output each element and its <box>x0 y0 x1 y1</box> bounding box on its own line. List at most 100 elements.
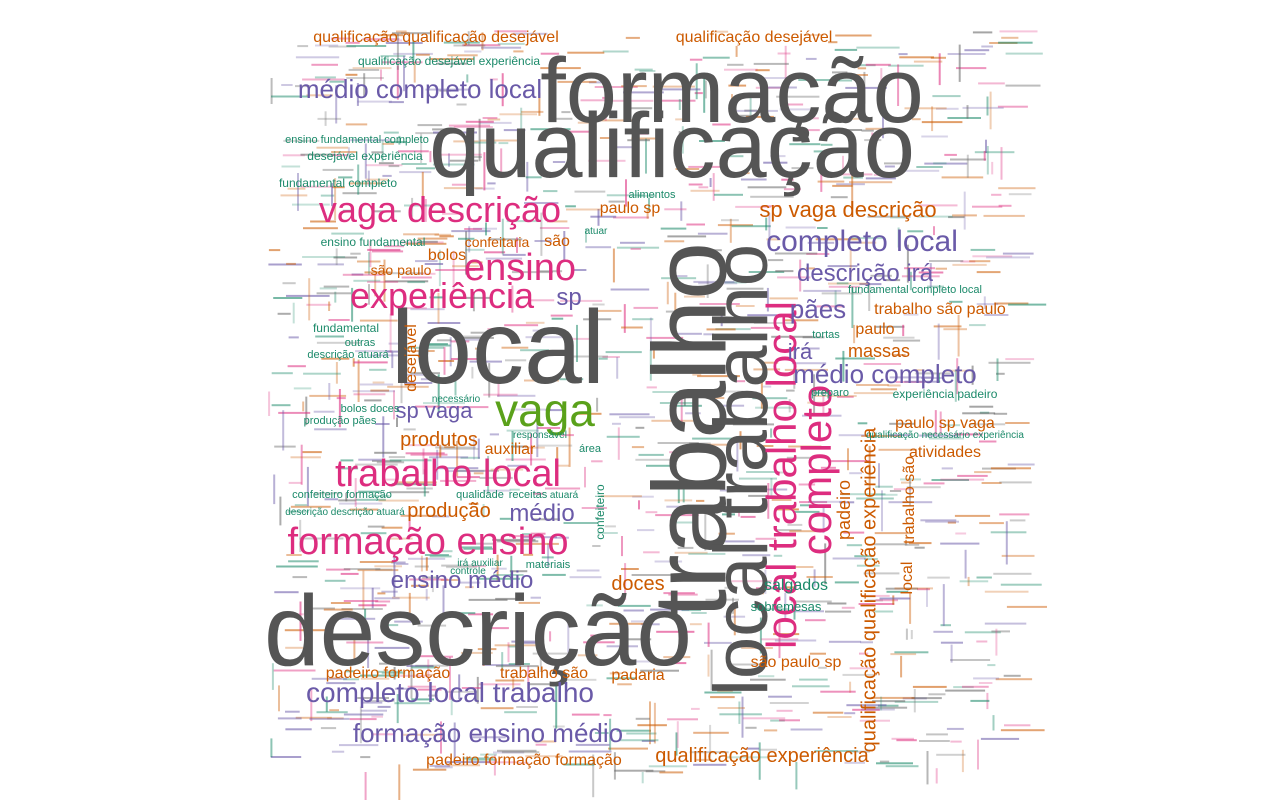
filler-mark <box>707 622 710 647</box>
filler-mark <box>790 600 832 603</box>
filler-mark <box>845 86 887 89</box>
filler-mark <box>357 359 360 402</box>
filler-mark <box>497 380 500 397</box>
filler-mark <box>832 71 848 74</box>
filler-mark <box>1003 674 1021 677</box>
filler-mark <box>621 85 647 88</box>
filler-mark <box>704 641 732 644</box>
filler-mark <box>398 135 401 145</box>
filler-mark <box>594 86 638 88</box>
filler-mark <box>353 361 388 364</box>
filler-mark <box>705 598 739 601</box>
filler-mark <box>426 673 435 676</box>
filler-mark <box>338 176 353 179</box>
filler-mark <box>478 118 481 162</box>
filler-mark <box>293 387 312 390</box>
filler-mark <box>440 579 460 581</box>
filler-mark <box>864 139 882 142</box>
filler-mark <box>345 670 355 673</box>
filler-mark <box>408 511 411 529</box>
filler-mark <box>888 501 933 504</box>
word-vaga: vaga <box>495 384 595 436</box>
filler-mark <box>278 411 311 414</box>
filler-mark <box>1006 605 1047 608</box>
filler-mark <box>271 372 293 375</box>
filler-mark <box>813 391 831 394</box>
filler-mark <box>956 67 987 70</box>
filler-mark <box>625 179 627 207</box>
filler-mark <box>731 225 771 228</box>
filler-mark <box>555 685 558 729</box>
filler-mark <box>456 441 459 477</box>
filler-mark <box>786 389 795 392</box>
filler-mark <box>290 456 321 459</box>
filler-mark <box>619 739 659 742</box>
filler-mark <box>444 655 453 658</box>
filler-mark <box>990 467 1031 470</box>
filler-mark <box>694 92 703 95</box>
filler-mark <box>462 44 501 47</box>
filler-mark <box>364 608 367 625</box>
filler-mark <box>411 584 429 587</box>
filler-mark <box>619 416 655 419</box>
filler-mark <box>491 567 507 570</box>
filler-mark <box>511 445 527 448</box>
filler-mark <box>454 612 476 615</box>
filler-mark <box>358 490 382 493</box>
filler-mark <box>331 183 333 207</box>
filler-mark <box>576 569 600 572</box>
filler-mark <box>923 432 935 435</box>
filler-mark <box>417 237 448 240</box>
filler-mark <box>473 437 475 460</box>
filler-mark <box>721 219 739 222</box>
filler-mark <box>927 285 944 288</box>
filler-mark <box>508 663 530 665</box>
filler-mark <box>623 91 664 94</box>
filler-mark <box>981 45 993 48</box>
filler-mark <box>381 672 406 675</box>
filler-mark <box>573 269 587 271</box>
filler-mark <box>287 510 309 513</box>
filler-mark <box>505 359 527 362</box>
filler-mark <box>628 660 657 663</box>
word-sp-vaga: sp vaga <box>395 398 473 423</box>
filler-mark <box>909 478 911 506</box>
filler-mark <box>709 178 712 187</box>
filler-mark <box>900 478 921 481</box>
filler-mark <box>468 598 508 601</box>
filler-mark <box>898 53 908 56</box>
filler-mark <box>268 249 281 252</box>
filler-mark <box>433 131 477 134</box>
filler-mark <box>386 141 407 144</box>
filler-mark <box>354 478 357 507</box>
filler-mark <box>883 336 915 339</box>
filler-mark <box>441 550 453 553</box>
filler-mark <box>807 401 823 404</box>
filler-mark <box>856 384 889 386</box>
filler-mark <box>554 117 573 120</box>
filler-mark <box>382 174 392 177</box>
filler-mark <box>976 640 988 643</box>
filler-mark <box>413 61 416 83</box>
filler-mark <box>693 763 727 766</box>
filler-mark <box>403 233 439 236</box>
filler-mark <box>732 423 774 426</box>
filler-mark <box>323 285 350 288</box>
filler-mark <box>760 361 779 364</box>
filler-mark <box>813 374 816 416</box>
filler-mark <box>549 130 592 133</box>
filler-mark <box>506 429 539 432</box>
filler-mark <box>834 581 859 584</box>
filler-mark <box>689 442 711 445</box>
filler-mark <box>295 56 340 59</box>
filler-mark <box>799 501 828 504</box>
filler-mark <box>273 669 316 672</box>
filler-mark <box>501 73 504 107</box>
filler-mark <box>346 45 387 47</box>
filler-mark <box>488 363 491 398</box>
filler-mark <box>453 44 486 47</box>
filler-mark <box>724 281 747 284</box>
filler-mark <box>535 743 547 746</box>
filler-mark <box>844 761 865 764</box>
filler-mark <box>976 271 1001 274</box>
